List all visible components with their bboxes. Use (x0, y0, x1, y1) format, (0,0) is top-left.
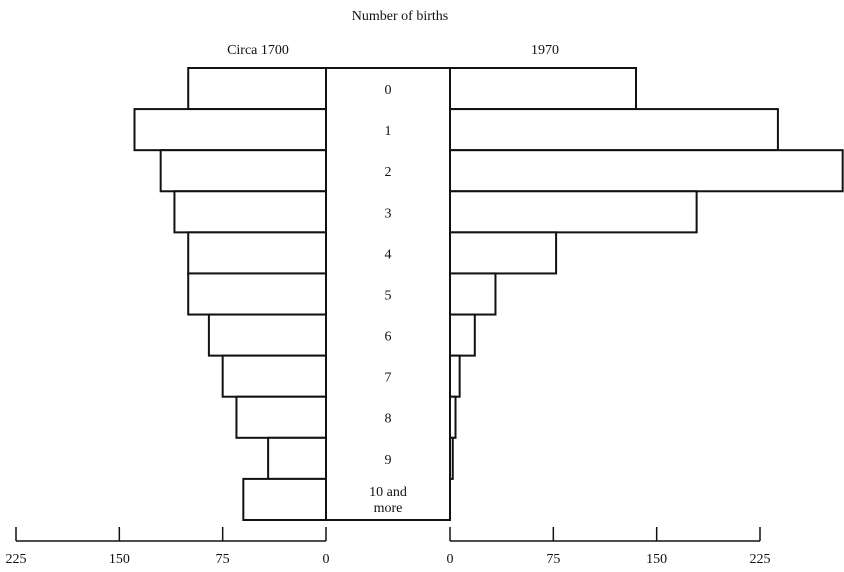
category-label-9: 9 (385, 453, 392, 468)
bar-1970-6 (449, 313, 476, 357)
bar-circa-1700-10 (242, 477, 327, 521)
tick-label-right-0: 0 (447, 552, 454, 567)
tick-label-left-150: 150 (109, 552, 130, 567)
tick-label-left-225: 225 (6, 552, 27, 567)
tick-label-right-75: 75 (546, 552, 560, 567)
bar-circa-1700-2 (159, 149, 327, 193)
bar-circa-1700-1 (133, 108, 327, 152)
category-label-7: 7 (385, 371, 392, 386)
bar-circa-1700-9 (267, 436, 327, 480)
category-label-2: 2 (385, 165, 392, 180)
category-label-0: 0 (385, 83, 392, 98)
bar-1970-7 (449, 354, 461, 398)
bar-circa-1700-7 (221, 354, 328, 398)
category-labels: 0 1 2 3 4 5 6 7 8 9 10 and more (369, 83, 407, 516)
bars-circa-1700 (133, 67, 328, 521)
bar-circa-1700-5 (187, 272, 327, 316)
x-axis-right: 0 75 150 225 (447, 527, 771, 567)
category-label-8: 8 (385, 412, 392, 427)
category-label-10: 10 and more (369, 485, 407, 516)
bar-circa-1700-8 (235, 395, 327, 439)
bar-circa-1700-6 (207, 313, 327, 357)
bar-1970-0 (449, 67, 637, 111)
bar-circa-1700-0 (187, 67, 327, 111)
category-label-1: 1 (385, 124, 392, 139)
bar-1970-3 (449, 190, 698, 234)
category-column (325, 67, 451, 521)
bar-1970-2 (449, 149, 844, 193)
bar-1970-1 (449, 108, 779, 152)
series-label-1970: 1970 (531, 43, 559, 58)
bar-1970-8 (449, 395, 457, 439)
tick-label-right-150: 150 (646, 552, 667, 567)
category-label-4: 4 (385, 247, 392, 262)
category-label-6: 6 (385, 330, 392, 345)
chart-title: Number of births (352, 9, 448, 24)
category-label-3: 3 (385, 206, 392, 221)
category-label-5: 5 (385, 288, 392, 303)
bar-circa-1700-3 (173, 190, 327, 234)
bar-1970-9 (449, 436, 454, 480)
tick-label-right-225: 225 (750, 552, 771, 567)
bar-1970-4 (449, 231, 558, 275)
tick-label-left-0: 0 (323, 552, 330, 567)
x-axis-left: 225 150 75 0 (6, 527, 330, 567)
series-label-circa-1700: Circa 1700 (227, 43, 289, 58)
bars-1970 (449, 67, 844, 480)
bar-1970-5 (449, 272, 497, 316)
tick-label-left-75: 75 (216, 552, 230, 567)
bar-circa-1700-4 (187, 231, 327, 275)
